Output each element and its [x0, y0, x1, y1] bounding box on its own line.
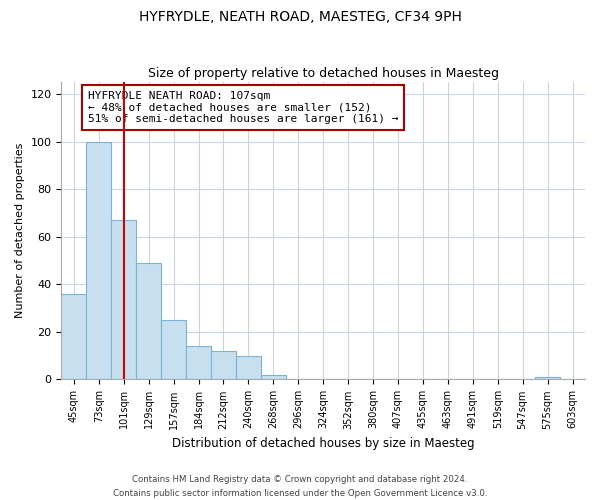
- Bar: [236, 356, 261, 380]
- X-axis label: Distribution of detached houses by size in Maesteg: Distribution of detached houses by size …: [172, 437, 475, 450]
- Bar: [535, 377, 560, 380]
- Text: HYFRYDLE, NEATH ROAD, MAESTEG, CF34 9PH: HYFRYDLE, NEATH ROAD, MAESTEG, CF34 9PH: [139, 10, 461, 24]
- Text: Contains HM Land Registry data © Crown copyright and database right 2024.
Contai: Contains HM Land Registry data © Crown c…: [113, 476, 487, 498]
- Bar: [111, 220, 136, 380]
- Bar: [261, 374, 286, 380]
- Text: HYFRYDLE NEATH ROAD: 107sqm
← 48% of detached houses are smaller (152)
51% of se: HYFRYDLE NEATH ROAD: 107sqm ← 48% of det…: [88, 91, 398, 124]
- Bar: [211, 351, 236, 380]
- Bar: [136, 263, 161, 380]
- Bar: [186, 346, 211, 380]
- Bar: [61, 294, 86, 380]
- Bar: [161, 320, 186, 380]
- Bar: [86, 142, 111, 380]
- Y-axis label: Number of detached properties: Number of detached properties: [15, 143, 25, 318]
- Title: Size of property relative to detached houses in Maesteg: Size of property relative to detached ho…: [148, 66, 499, 80]
